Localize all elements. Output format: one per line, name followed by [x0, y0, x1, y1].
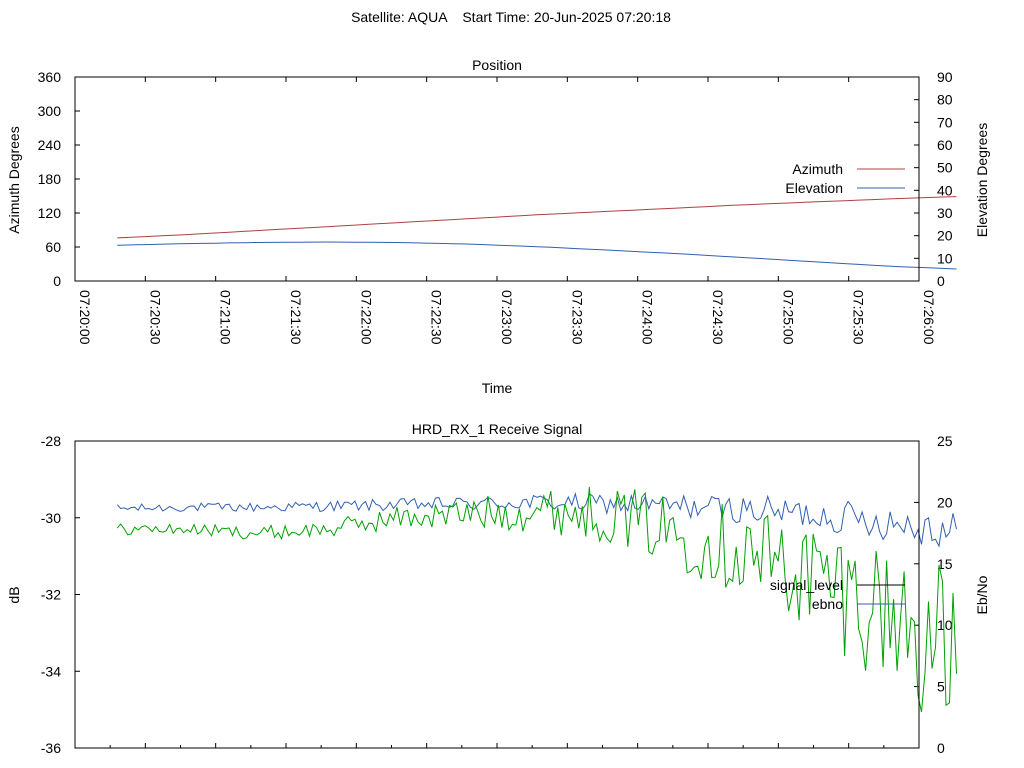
elevation-tick-label: 90 — [937, 69, 953, 85]
elevation-tick-label: 40 — [937, 182, 953, 198]
azimuth-axis-label: Azimuth Degrees — [6, 126, 22, 233]
ebno-tick-label: 25 — [937, 433, 953, 449]
elevation-tick-label: 20 — [937, 228, 953, 244]
db-tick-label: -28 — [41, 433, 61, 449]
time-tick-label: 07:25:30 — [851, 290, 867, 345]
receive-signal-chart-title: HRD_RX_1 Receive Signal — [412, 421, 582, 437]
db-tick-label: -30 — [41, 510, 61, 526]
elevation-tick-label: 0 — [937, 273, 945, 289]
elevation-tick-label: 70 — [937, 114, 953, 130]
azimuth-tick-label: 120 — [38, 205, 62, 221]
elevation-tick-label: 50 — [937, 160, 953, 176]
elevation-tick-label: 80 — [937, 92, 953, 108]
time-tick-label: 07:20:00 — [77, 290, 93, 345]
azimuth-tick-label: 180 — [38, 171, 62, 187]
super-title: Satellite: AQUA Start Time: 20-Jun-2025 … — [351, 9, 671, 25]
signal-trace-line — [116, 486, 957, 713]
legend-azimuth-label: Azimuth — [792, 161, 843, 177]
elevation-line — [117, 241, 957, 270]
elevation-tick-label: 30 — [937, 205, 953, 221]
time-tick-label: 07:25:00 — [780, 290, 796, 345]
time-tick-label: 07:21:30 — [288, 290, 304, 345]
elevation-tick-label: 10 — [937, 250, 953, 266]
ebno-line — [116, 492, 957, 548]
time-tick-label: 07:20:30 — [147, 290, 163, 345]
time-tick-label: 07:23:00 — [499, 290, 515, 345]
receive-signal-plot-frame — [74, 440, 920, 749]
position-chart-title: Position — [472, 57, 522, 73]
db-tick-label: -34 — [41, 663, 61, 679]
time-tick-label: 07:22:00 — [358, 290, 374, 345]
time-tick-label: 07:22:30 — [429, 290, 445, 345]
azimuth-tick-label: 300 — [38, 103, 62, 119]
time-tick-label: 07:24:00 — [640, 290, 656, 345]
receive-signal-chart: HRD_RX_1 Receive Signal dB Eb/No -36 -34 -… — [6, 421, 990, 756]
elevation-tick-label: 60 — [937, 137, 953, 153]
ebno-tick-label: 10 — [937, 617, 953, 633]
legend-ebno-label: ebno — [812, 596, 843, 612]
elevation-axis-label: Elevation Degrees — [974, 123, 990, 237]
time-tick-label: 07:24:30 — [710, 290, 726, 345]
db-tick-label: -32 — [41, 587, 61, 603]
ebno-axis-label: Eb/No — [974, 575, 990, 614]
legend-signal-level-label: signal_level — [770, 577, 843, 593]
ebno-tick-label: 20 — [937, 494, 953, 510]
azimuth-line — [117, 196, 957, 239]
time-tick-label: 07:21:00 — [218, 290, 234, 345]
position-plot-frame — [74, 76, 920, 282]
db-tick-label: -36 — [41, 740, 61, 756]
time-tick-label: 07:26:00 — [921, 290, 937, 345]
ebno-tick-label: 5 — [937, 679, 945, 695]
azimuth-tick-label: 240 — [38, 137, 62, 153]
azimuth-tick-label: 0 — [53, 273, 61, 289]
position-chart: Position Azimuth Degrees Elevation Degre… — [6, 57, 990, 396]
time-tick-label: 07:23:30 — [569, 290, 585, 345]
ebno-tick-label: 15 — [937, 556, 953, 572]
legend-elevation-label: Elevation — [785, 180, 843, 196]
db-axis-label: dB — [6, 586, 22, 603]
ebno-tick-label: 0 — [937, 740, 945, 756]
azimuth-tick-label: 360 — [38, 69, 62, 85]
time-axis-label: Time — [482, 380, 513, 396]
azimuth-tick-label: 60 — [45, 239, 61, 255]
